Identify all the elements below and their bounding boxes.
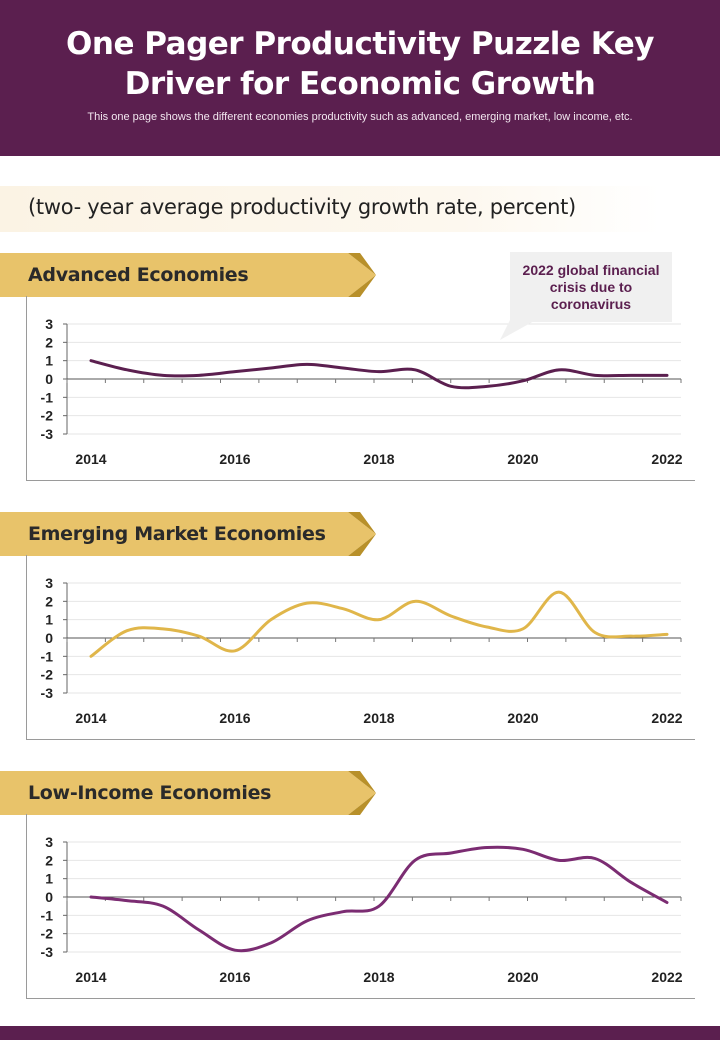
y-tick-label: 1 <box>45 353 53 369</box>
y-tick-label: 0 <box>45 630 53 646</box>
series-line-advanced <box>89 359 669 390</box>
section-arrow-shape <box>0 253 376 297</box>
page-title: One Pager Productivity Puzzle Key Driver… <box>66 26 654 102</box>
chart-subtitle: (two- year average productivity growth r… <box>28 195 576 219</box>
y-tick-label: 0 <box>45 889 53 905</box>
y-tick-label: -2 <box>41 926 54 942</box>
x-tick-label: 2022 <box>651 710 682 726</box>
x-tick-label: 2020 <box>507 969 538 985</box>
section-title-emerging: Emerging Market Economies <box>28 523 326 545</box>
series-line-low-income <box>89 845 669 953</box>
y-tick-label: 3 <box>45 575 53 591</box>
x-tick-label: 2018 <box>363 710 394 726</box>
callout-text: 2022 global financial crisis due to coro… <box>522 261 660 312</box>
y-tick-label: 2 <box>45 852 53 868</box>
y-tick-label: 2 <box>45 593 53 609</box>
x-tick-label: 2014 <box>75 710 106 726</box>
x-tick-label: 2020 <box>507 710 538 726</box>
y-tick-label: -3 <box>41 685 54 701</box>
footer-band <box>0 1026 720 1040</box>
x-tick-label: 2014 <box>75 969 106 985</box>
y-tick-label: 3 <box>45 316 53 332</box>
x-tick-label: 2018 <box>363 969 394 985</box>
y-tick-label: -1 <box>41 907 54 923</box>
x-tick-label: 2016 <box>219 451 250 467</box>
chart-low-income-svg: 3 2 1 0 -1 -2 -3 2014 2016 2018 2020 2022 <box>41 834 683 985</box>
y-tick-label: -2 <box>41 667 54 683</box>
y-tick-label: -1 <box>41 389 54 405</box>
y-tick-label: -3 <box>41 944 54 960</box>
y-tick-label: -2 <box>41 408 54 424</box>
y-tick-label: -3 <box>41 426 54 442</box>
y-tick-label: -1 <box>41 648 54 664</box>
section-title-advanced: Advanced Economies <box>28 264 249 286</box>
section-arrow-shape <box>0 512 376 556</box>
y-tick-label: 0 <box>45 371 53 387</box>
section-label-advanced: Advanced Economies <box>0 253 376 297</box>
x-tick-label: 2016 <box>219 969 250 985</box>
x-tick-label: 2022 <box>651 969 682 985</box>
chart-emerging-svg: 3 2 1 0 -1 -2 -3 2014 2016 2018 2020 2022 <box>41 575 683 726</box>
y-tick-label: 1 <box>45 871 53 887</box>
callout-box: 2022 global financial crisis due to coro… <box>510 252 672 322</box>
callout-tail <box>500 320 536 340</box>
x-tick-label: 2022 <box>651 451 682 467</box>
y-tick-label: 1 <box>45 612 53 628</box>
chart-low-income: 3 2 1 0 -1 -2 -3 2014 2016 2018 2020 2022 <box>26 814 695 999</box>
x-tick-label: 2020 <box>507 451 538 467</box>
header-banner: One Pager Productivity Puzzle Key Driver… <box>0 0 720 156</box>
chart-advanced: 3 2 1 0 -1 -2 -3 2014 2016 2018 2020 2022 <box>26 296 695 481</box>
section-label-emerging: Emerging Market Economies <box>0 512 376 556</box>
x-tick-label: 2018 <box>363 451 394 467</box>
y-tick-label: 3 <box>45 834 53 850</box>
series-line-emerging <box>89 590 669 658</box>
y-tick-label: 2 <box>45 334 53 350</box>
x-tick-label: 2014 <box>75 451 106 467</box>
chart-emerging: 3 2 1 0 -1 -2 -3 2014 2016 2018 2020 2022 <box>26 555 695 740</box>
section-label-low-income: Low-Income Economies <box>0 771 376 815</box>
section-arrow-shape <box>0 771 376 815</box>
x-tick-label: 2016 <box>219 710 250 726</box>
section-title-low-income: Low-Income Economies <box>28 782 272 804</box>
subtitle-band: (two- year average productivity growth r… <box>0 186 660 232</box>
chart-advanced-svg: 3 2 1 0 -1 -2 -3 2014 2016 2018 2020 2022 <box>41 316 683 467</box>
page-description: This one page shows the different econom… <box>87 111 633 123</box>
